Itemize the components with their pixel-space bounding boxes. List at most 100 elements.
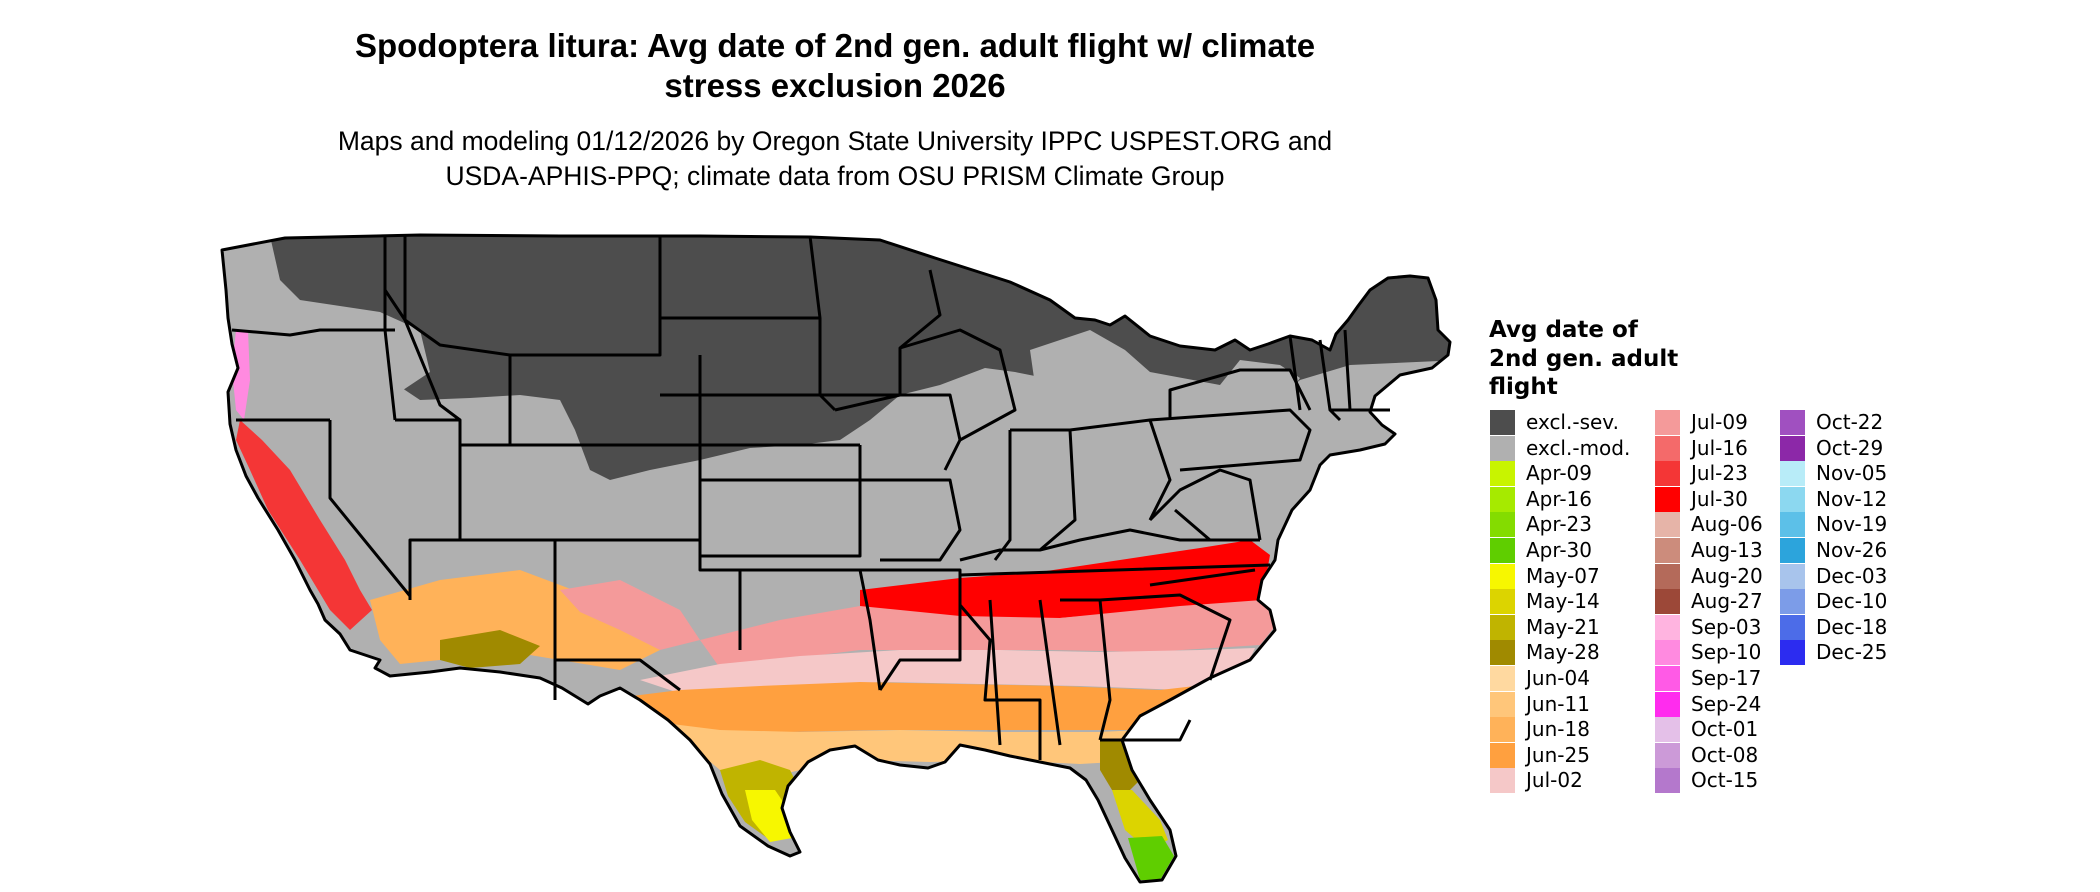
legend-title-line-3: flight xyxy=(1489,374,1558,400)
legend-swatch xyxy=(1655,486,1680,512)
legend-label: Jun-25 xyxy=(1526,742,1590,767)
legend-swatch xyxy=(1655,410,1680,435)
legend-swatch xyxy=(1490,742,1515,768)
legend-label: Dec-25 xyxy=(1816,640,1888,665)
legend-label: Jul-02 xyxy=(1526,768,1583,793)
legend-label: Dec-18 xyxy=(1816,614,1888,639)
legend-label: Nov-05 xyxy=(1816,461,1888,486)
legend-swatch xyxy=(1780,461,1805,487)
legend-label: May-28 xyxy=(1526,640,1600,665)
border-wa-or xyxy=(231,328,395,337)
legend-swatch xyxy=(1490,768,1515,794)
legend-label: Jul-30 xyxy=(1691,486,1748,511)
map-title: Spodoptera litura: Avg date of 2nd gen. … xyxy=(0,26,1670,106)
border-ky-tn xyxy=(959,528,1271,577)
legend-swatch xyxy=(1780,563,1805,589)
region-excl-mod-idaho xyxy=(300,300,430,392)
legend-swatch xyxy=(1780,537,1805,563)
legend-swatch xyxy=(1490,614,1515,640)
legend-title-line-1: Avg date of xyxy=(1489,317,1638,343)
map-title-line-2: stress exclusion 2026 xyxy=(664,67,1006,104)
legend-label: Nov-26 xyxy=(1816,537,1888,562)
legend-label: excl.-sev. xyxy=(1526,410,1619,434)
legend-label: Jun-18 xyxy=(1526,717,1590,742)
border-sc-nc xyxy=(1099,568,1256,681)
legend-swatch xyxy=(1655,768,1680,794)
legend-swatch xyxy=(1655,665,1680,691)
legend-label: Jul-09 xyxy=(1691,410,1748,434)
legend-swatch xyxy=(1780,640,1805,666)
legend-swatch xyxy=(1655,512,1680,538)
legend-label: Sep-10 xyxy=(1691,640,1762,665)
legend-label: Jun-11 xyxy=(1526,691,1590,716)
border-new-england xyxy=(1288,329,1390,422)
legend-swatch xyxy=(1490,410,1515,435)
region-may-28-arizona xyxy=(440,630,540,668)
border-al-ga xyxy=(1060,598,1192,742)
legend-label: Nov-19 xyxy=(1816,512,1888,537)
legend-label: Jul-23 xyxy=(1691,461,1748,486)
legend-swatch xyxy=(1655,614,1680,640)
legend-swatch xyxy=(1490,640,1515,666)
legend-swatch xyxy=(1655,717,1680,743)
legend-label: Oct-15 xyxy=(1691,768,1759,793)
border-wy-co xyxy=(508,355,702,447)
border-ok-tx xyxy=(740,568,882,691)
border-ar-la-ms xyxy=(860,568,1062,760)
legend-label: May-14 xyxy=(1526,589,1600,614)
legend-label: Aug-20 xyxy=(1691,563,1763,588)
legend-swatch xyxy=(1490,665,1515,691)
state-boundaries xyxy=(220,233,1452,884)
legend-swatch xyxy=(1655,537,1680,563)
border-va-wv xyxy=(1148,468,1262,542)
legend-label: Apr-09 xyxy=(1526,461,1592,486)
legend-swatch xyxy=(1655,691,1680,717)
legend-label: Apr-16 xyxy=(1526,486,1592,511)
border-il-in-oh xyxy=(993,418,1172,561)
legend-label: excl.-mod. xyxy=(1526,435,1631,460)
legend-title: Avg date of 2nd gen. adult flight xyxy=(1489,316,1678,402)
legend-swatch xyxy=(1490,691,1515,717)
legend-swatch xyxy=(1655,589,1680,615)
region-jul-09 xyxy=(700,600,1280,668)
region-may-07 xyxy=(745,790,792,842)
legend-swatch xyxy=(1655,742,1680,768)
legend-label: May-21 xyxy=(1526,614,1600,639)
us-map xyxy=(220,233,1452,884)
legend-label: Sep-03 xyxy=(1691,614,1762,639)
map-subtitle-line-2: USDA-APHIS-PPQ; climate data from OSU PR… xyxy=(445,161,1225,191)
region-jul-09-southwest xyxy=(560,580,700,650)
legend-swatch xyxy=(1490,486,1515,512)
legend-swatch xyxy=(1655,563,1680,589)
legend-swatch xyxy=(1780,435,1805,461)
legend-label: Oct-29 xyxy=(1816,435,1884,460)
region-apr-30-florida xyxy=(1128,836,1174,880)
legend-swatch xyxy=(1490,537,1515,563)
legend-label: Jul-16 xyxy=(1691,435,1748,460)
border-ca-nv xyxy=(328,420,412,597)
legend-label: Sep-17 xyxy=(1691,665,1762,690)
region-jul-23-california xyxy=(236,420,372,630)
legend-swatch xyxy=(1490,435,1515,461)
legend-swatch xyxy=(1490,512,1515,538)
region-jun-25 xyxy=(600,682,1230,732)
legend-swatch xyxy=(1655,435,1680,461)
border-wi-mi xyxy=(899,328,1017,442)
map-subtitle-line-1: Maps and modeling 01/12/2026 by Oregon S… xyxy=(337,126,1333,156)
legend-label: Aug-06 xyxy=(1691,512,1763,537)
region-may-14-florida xyxy=(1112,790,1168,850)
border-id xyxy=(383,236,461,422)
legend-swatch xyxy=(1490,461,1515,487)
legend-label: Oct-08 xyxy=(1691,742,1759,767)
legend-swatch xyxy=(1490,717,1515,743)
legend-title-line-2: 2nd gen. adult xyxy=(1489,345,1679,372)
legend-label: Apr-23 xyxy=(1526,512,1592,537)
legend-label: Aug-27 xyxy=(1691,589,1763,614)
us-outline xyxy=(220,233,1452,884)
legend-swatch xyxy=(1490,589,1515,615)
legend-label: Dec-03 xyxy=(1816,563,1888,588)
legend-label: Apr-30 xyxy=(1526,537,1592,562)
legend-swatch xyxy=(1655,640,1680,666)
legend-label: May-07 xyxy=(1526,563,1600,588)
legend-label: Oct-01 xyxy=(1691,717,1759,742)
